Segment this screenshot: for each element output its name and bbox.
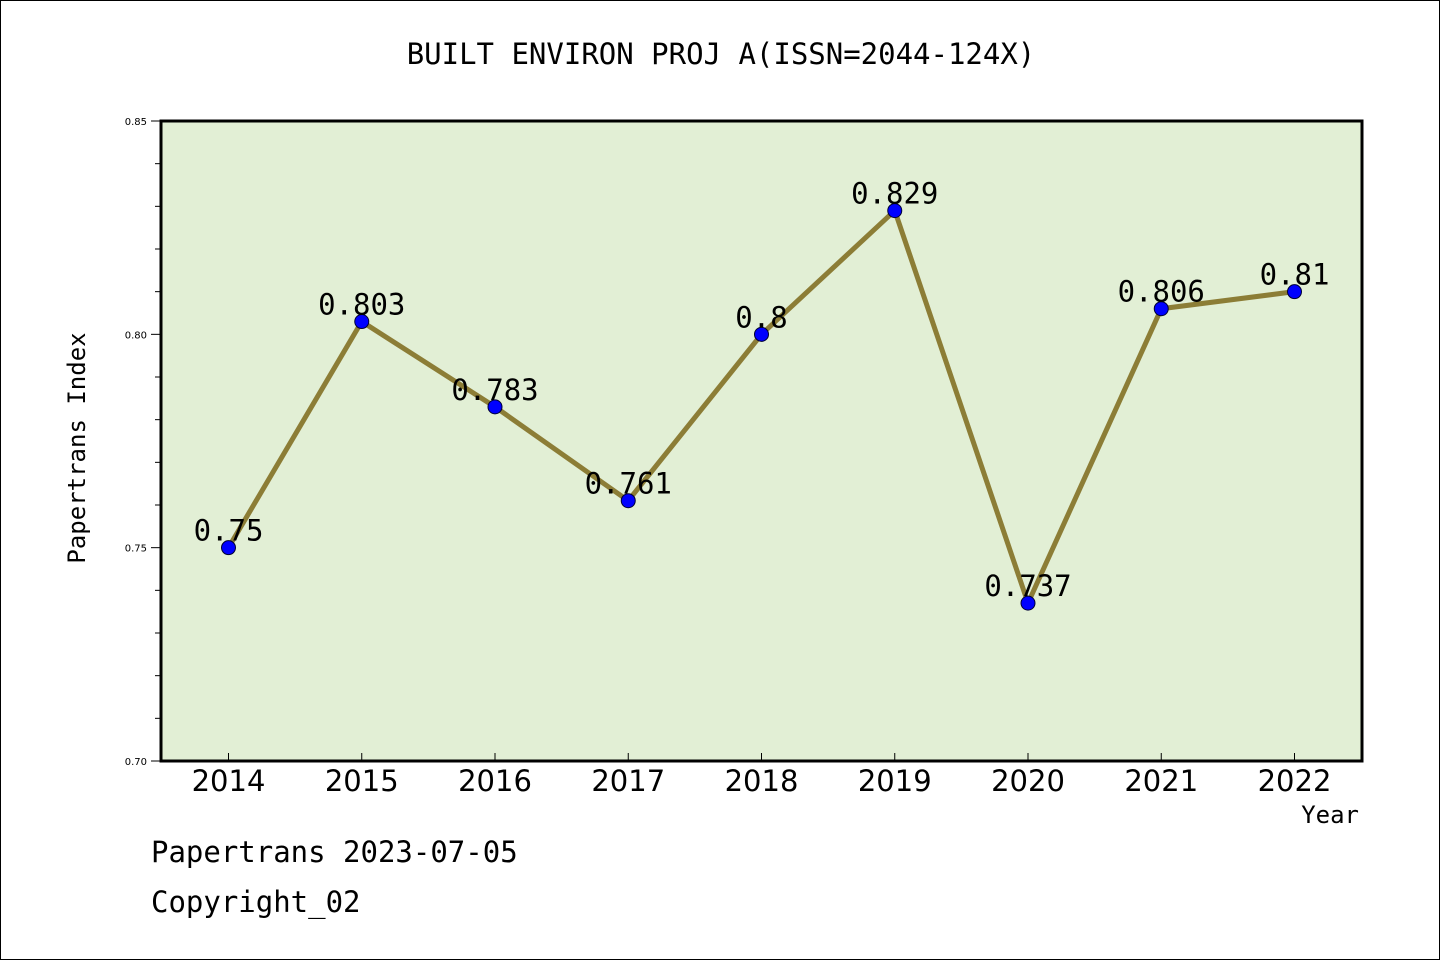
- footer-copyright: Copyright_02: [151, 885, 361, 919]
- x-tick-label: 2019: [858, 764, 932, 798]
- x-tick-label: 2022: [1258, 764, 1332, 798]
- y-tick-label: 0.80: [125, 330, 147, 341]
- x-tick-label: 2014: [192, 764, 266, 798]
- y-axis-ticks: 0.70 0.75 0.80 0.85: [125, 117, 161, 768]
- data-point: [1287, 284, 1302, 300]
- x-tick-label: 2021: [1124, 764, 1198, 798]
- data-point: [1020, 595, 1036, 611]
- x-tick-label: 2016: [458, 764, 532, 798]
- data-point: [221, 540, 236, 556]
- data-label: 0.8: [735, 300, 787, 334]
- data-label: 0.75: [194, 514, 264, 548]
- data-label: 0.803: [318, 288, 405, 322]
- data-point: [754, 326, 769, 342]
- x-tick-label: 2017: [591, 764, 665, 798]
- data-point: [354, 314, 370, 330]
- data-label: 0.783: [451, 373, 538, 407]
- footer-date: Papertrans 2023-07-05: [151, 835, 518, 869]
- data-label: 0.761: [585, 467, 672, 501]
- x-tick-label: 2015: [325, 764, 399, 798]
- data-label: 0.81: [1260, 258, 1330, 292]
- x-tick-label: 2018: [725, 764, 799, 798]
- data-point: [1153, 301, 1169, 317]
- y-tick-label: 0.75: [125, 544, 147, 555]
- x-axis-label: Year: [1301, 801, 1359, 829]
- chart-title: BUILT ENVIRON PROJ A(ISSN=2044-124X): [406, 37, 1036, 71]
- data-label: 0.737: [984, 569, 1071, 603]
- data-point: [487, 399, 503, 415]
- data-label: 0.829: [851, 177, 938, 211]
- x-tick-label: 2020: [991, 764, 1065, 798]
- y-tick-label: 0.70: [125, 757, 147, 768]
- plot-area: [159, 119, 1364, 763]
- data-labels: 0.75 0.803 0.783 0.761 0.8 0.829 0.737 0.806 0.8…: [194, 177, 1330, 604]
- x-axis-ticks: 2014 2015 2016 2017 2018 2019 2020 2021 2022: [192, 753, 1332, 798]
- data-point: [620, 493, 636, 509]
- data-label: 0.806: [1118, 275, 1205, 309]
- data-markers: [221, 203, 1302, 611]
- y-tick-label: 0.85: [125, 117, 147, 128]
- data-point: [887, 203, 903, 219]
